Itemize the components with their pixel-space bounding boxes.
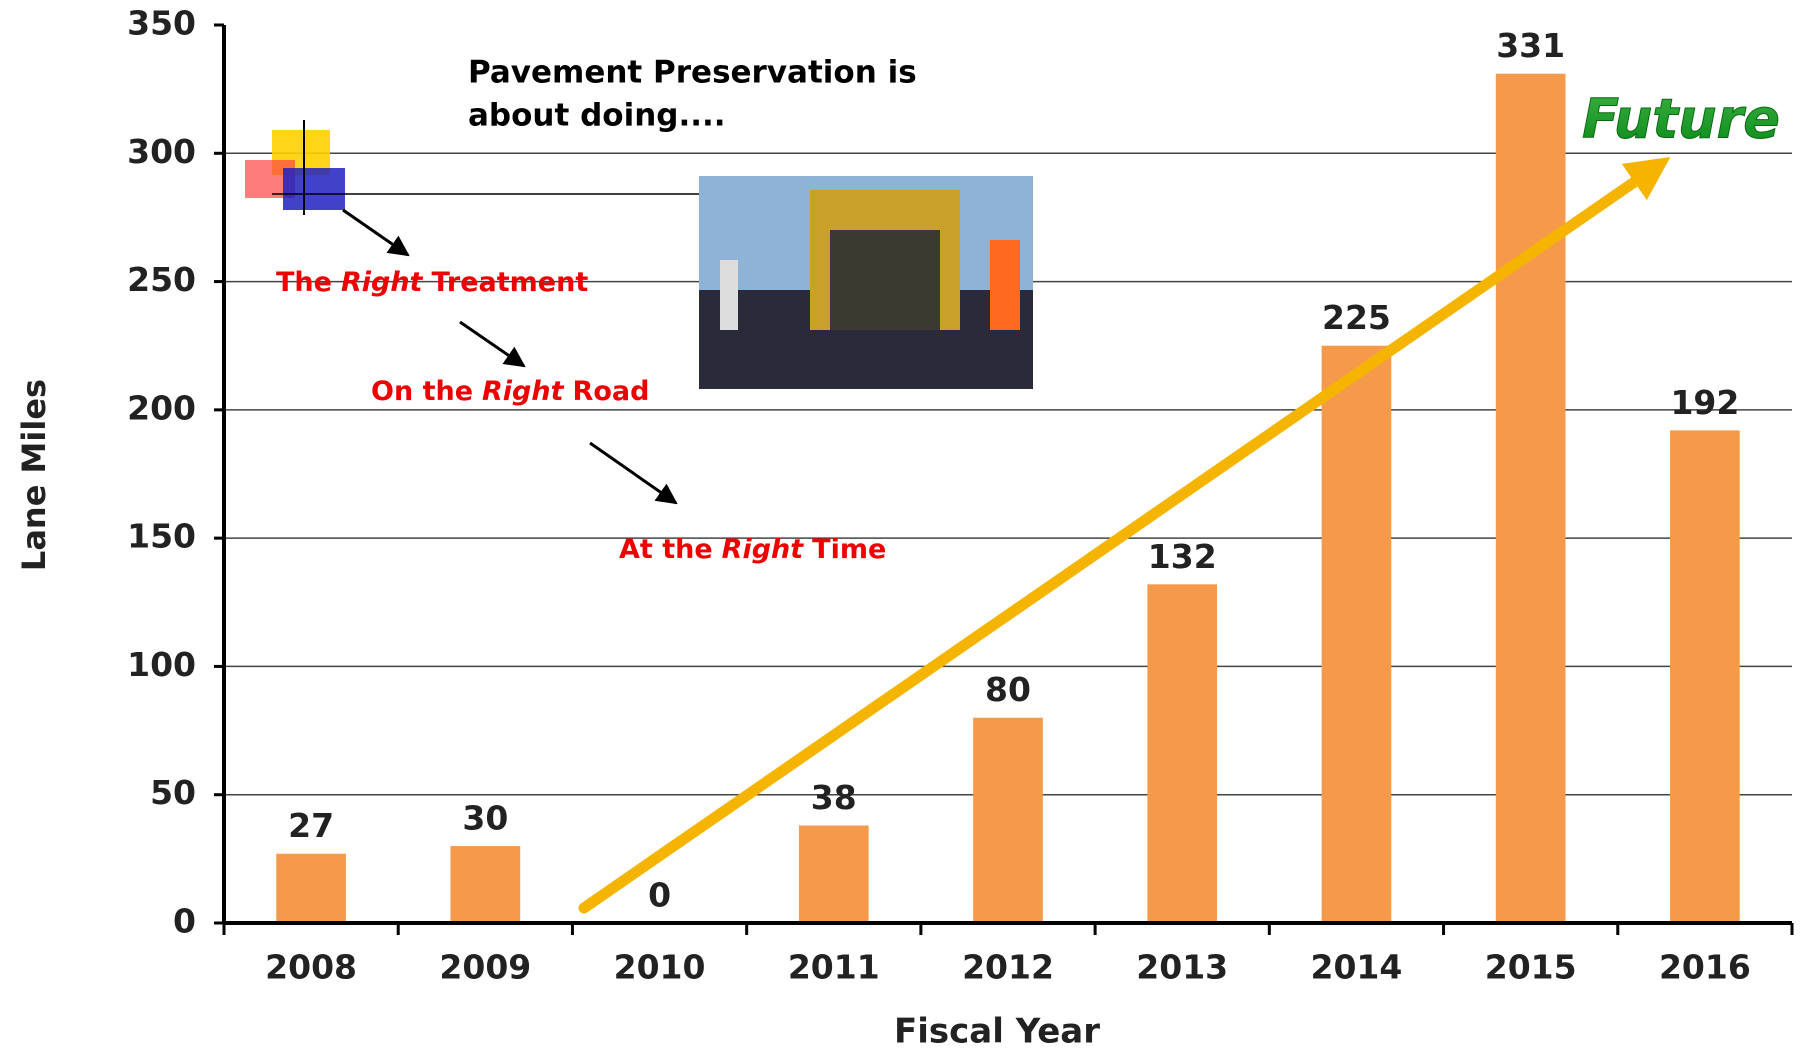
annotation-line: The Right Treatment (276, 267, 588, 298)
annotation-line: On the Right Road (371, 376, 649, 407)
x-tick-label: 2009 (439, 948, 531, 987)
x-tick-label: 2012 (962, 948, 1054, 987)
value-label: 192 (1670, 383, 1739, 422)
annotation-word: Right (341, 267, 424, 298)
annotation-word: The (276, 267, 332, 298)
annotation-word: Treatment (431, 267, 588, 298)
x-axis-title: Fiscal Year (894, 1012, 1100, 1051)
y-tick-label: 300 (127, 132, 196, 171)
value-label: 38 (811, 778, 857, 817)
bar (450, 846, 521, 923)
bar (276, 853, 346, 923)
photo (699, 176, 1033, 389)
y-tick-label: 0 (173, 902, 196, 941)
bar (798, 825, 869, 923)
y-tick-label: 100 (127, 645, 196, 684)
annotation-title: Pavement Preservation is (468, 55, 917, 91)
bar (1321, 345, 1392, 923)
x-tick-label: 2010 (614, 948, 706, 987)
annotation-word: Time (812, 534, 886, 565)
annotation-word: At the (619, 534, 713, 565)
y-tick-label: 150 (127, 517, 196, 556)
bar (1495, 73, 1566, 923)
trend-label: Future (1582, 88, 1780, 151)
y-tick-label: 250 (127, 260, 196, 299)
value-label: 27 (288, 806, 334, 845)
decoration (245, 120, 700, 505)
x-tick-label: 2015 (1485, 948, 1577, 987)
bar (973, 717, 1043, 923)
annotation-word: Right (482, 376, 565, 407)
annotation-word: Right (722, 534, 805, 565)
y-tick-label: 200 (127, 388, 196, 427)
x-tick-label: 2008 (265, 948, 357, 987)
y-tick-label: 350 (127, 4, 196, 43)
x-tick-label: 2016 (1659, 948, 1751, 987)
value-label: 0 (648, 876, 671, 915)
bar (1147, 584, 1218, 923)
x-tick-label: 2011 (788, 948, 880, 987)
x-tick-label: 2013 (1136, 948, 1228, 987)
annotation-word: On the (371, 376, 473, 407)
annotation-line: At the Right Time (619, 534, 886, 565)
value-label: 30 (462, 799, 508, 838)
value-label: 132 (1148, 537, 1217, 576)
bar (1670, 430, 1740, 923)
y-axis-title: Lane Miles (15, 379, 53, 571)
annotation-word: Road (573, 376, 650, 407)
x-tick-label: 2014 (1311, 948, 1403, 987)
value-label: 225 (1322, 298, 1391, 337)
value-label: 331 (1496, 26, 1565, 65)
y-tick-label: 50 (150, 773, 196, 812)
trend-arrow (578, 156, 1671, 914)
value-label: 80 (985, 670, 1031, 709)
annotation-title: about doing.... (468, 98, 726, 134)
